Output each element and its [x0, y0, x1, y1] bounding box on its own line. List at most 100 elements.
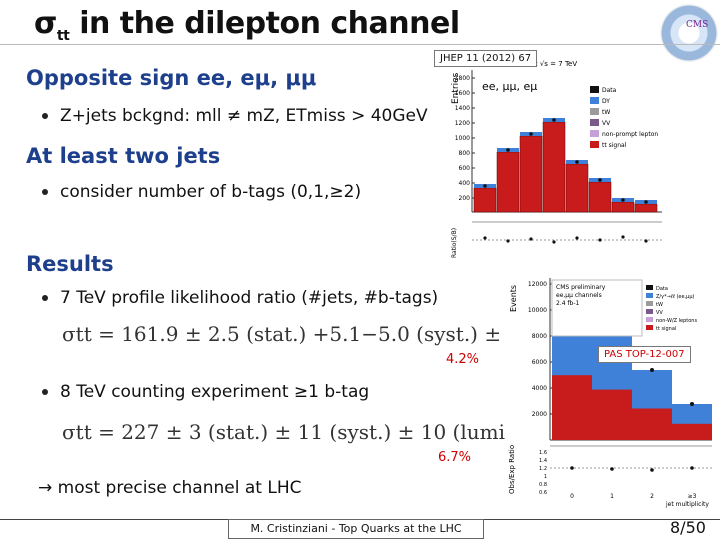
- plot1-bar: [519, 135, 543, 213]
- plot2-bar-signal: [632, 408, 672, 440]
- plot2-ratio-point: [610, 467, 614, 471]
- plot2-legend-swatch: [646, 325, 653, 330]
- plot2-legend-label: non-W/Z leptons: [656, 318, 697, 324]
- plot1-ratio-point: [552, 240, 556, 244]
- plot2-ratio-tick-label: 0.8: [539, 482, 547, 488]
- page-number: 8/50: [670, 518, 706, 537]
- plot1-legend-swatch: [590, 130, 599, 137]
- plot1-legend-swatch: [590, 141, 599, 148]
- plot2-legend-swatch: [646, 285, 653, 290]
- title-divider: [0, 44, 720, 45]
- reference-pas: PAS TOP-12-007: [598, 346, 691, 363]
- plot1-data-point: [506, 148, 510, 152]
- plot2-legend-swatch: [646, 317, 653, 322]
- plot1-legend-label: VV: [602, 120, 611, 127]
- plot-8tev: Events 12000 10000 8000 6000 4000 2000 CMS pr…: [506, 272, 716, 508]
- plot1-ytick-label: 800: [459, 150, 471, 157]
- plot2-bar-signal: [672, 423, 712, 440]
- footer-author: M. Cristinziani - Top Quarks at the LHC: [228, 519, 484, 539]
- plot1-ratio-point: [621, 235, 625, 239]
- plot2-legend-label: Data: [656, 286, 668, 292]
- plot1-data-point: [483, 184, 487, 188]
- plot1-ratio-point: [598, 238, 602, 242]
- plot-7tev: CMS s=2.3 fb-1 at √s = 7 TeV Entries ee,…: [444, 52, 664, 260]
- plot1-ytick-label: 600: [459, 165, 471, 172]
- plot2-ytick-label: 6000: [532, 359, 547, 366]
- plot1-bars: [473, 118, 658, 213]
- bullet-zjets: Z+jets bckgnd: mll ≠ mZ, ETmiss > 40GeV: [42, 106, 428, 126]
- plot1-ylabel: Entries: [451, 72, 461, 104]
- precision-8tev: 6.7%: [438, 450, 472, 465]
- plot2-xtick-label: 1: [610, 493, 614, 500]
- plot2-legend-label: tW: [656, 302, 663, 308]
- plot2-ratio-tick-label: 1.4: [539, 458, 547, 464]
- plot1-legend-swatch: [590, 119, 599, 126]
- plot2-data-point: [650, 368, 654, 372]
- plot2-ylabel: Events: [509, 285, 518, 312]
- plot1-legend: Data DY tW VV non-prompt lepton tt signal: [590, 86, 658, 149]
- plot2-data-point: [690, 402, 694, 406]
- plot1-bar: [496, 151, 520, 213]
- plot1-legend-swatch: [590, 97, 599, 104]
- plot2-legend-label: Z/γ*→ℓℓ (ee,μμ): [656, 294, 695, 300]
- plot2-ytick-label: 12000: [528, 281, 547, 288]
- plot1-ratio-point: [575, 236, 579, 240]
- plot2-xtick-label: ≥3: [688, 493, 697, 500]
- plot2-bar-signal: [552, 375, 592, 440]
- plot1-ratio-point: [506, 239, 510, 243]
- plot1-ratio-point: [483, 236, 487, 240]
- plot1-bar: [634, 203, 658, 213]
- plot1-ratio-point: [529, 237, 533, 241]
- plot2-ytick-label: 4000: [532, 385, 547, 392]
- plot2-xtick-label: 2: [650, 493, 654, 500]
- plot1-ytick-label: 1000: [455, 135, 470, 142]
- bullet-8tev: 8 TeV counting experiment ≥1 b-tag: [42, 382, 369, 402]
- plot2-legend-box: [551, 279, 643, 337]
- plot2-ytick-label: 2000: [532, 411, 547, 418]
- plot1-channels: ee, μμ, eμ: [482, 80, 537, 93]
- plot2-ratio-point: [570, 466, 574, 470]
- plot2-lumi: 2.4 fb-1: [556, 300, 580, 307]
- reference-jhep: JHEP 11 (2012) 67: [434, 50, 538, 67]
- plot1-data-point: [598, 178, 602, 182]
- plot2-ratio-ticks: 1.6 1.4 1.2 1 0.8 0.6: [539, 450, 547, 496]
- plot1-legend-label: DY: [602, 98, 610, 105]
- heading-opposite-sign: Opposite sign ee, eμ, μμ: [26, 66, 317, 90]
- plot1-legend-label: tt signal: [602, 142, 627, 149]
- plot1-legend-label: Data: [602, 87, 617, 94]
- plot1-ytick-label: 1800: [455, 75, 470, 82]
- bullet-btags: consider number of b-tags (0,1,≥2): [42, 182, 361, 202]
- plot1-ytick-label: 1200: [455, 120, 470, 127]
- slide-title: σtt in the dilepton channel: [34, 6, 460, 44]
- plot1-legend-label: tW: [602, 109, 610, 116]
- plot1-bar: [588, 181, 612, 213]
- plot2-ratio-tick-label: 1.2: [539, 466, 547, 472]
- plot1-legend-label: non-prompt lepton: [602, 131, 658, 138]
- plot1-ratio-label: Ratio(S/B): [451, 228, 458, 258]
- cms-logo: [660, 4, 718, 62]
- bullet-7tev: 7 TeV profile likelihood ratio (#jets, #…: [42, 288, 438, 308]
- plot2-ratio-point: [650, 468, 654, 472]
- plot2-xticks: 0 1 2 ≥3: [570, 493, 697, 500]
- plot1-legend-swatch: [590, 108, 599, 115]
- plot1-bar: [473, 187, 497, 213]
- plot2-legend-label: VV: [656, 310, 663, 316]
- plot2-xtick-label: 0: [570, 493, 574, 500]
- conclusion: → most precise channel at LHC: [38, 478, 302, 498]
- plot2-channels: ee,μμ channels: [556, 292, 602, 299]
- plot1-ratio-point: [644, 239, 648, 243]
- plot1-data-point: [575, 160, 579, 164]
- plot1-ytick-label: 1400: [455, 105, 470, 112]
- plot1-data-point: [621, 198, 625, 202]
- plot1-bar: [611, 201, 635, 213]
- plot2-legend-label: tt signal: [656, 326, 676, 332]
- plot1-ytick-label: 400: [459, 180, 471, 187]
- plot1-bar: [565, 163, 589, 213]
- plot1-data-point: [552, 118, 556, 122]
- plot1-ratio-points: [483, 235, 648, 244]
- precision-7tev: 4.2%: [446, 352, 480, 367]
- plot2-ytick-label: 8000: [532, 333, 547, 340]
- plot1-yticks: 1800 1600 1400 1200 1000 800 600 400 200: [455, 75, 475, 202]
- plot2-bar-signal: [592, 389, 632, 440]
- heading-two-jets: At least two jets: [26, 144, 221, 168]
